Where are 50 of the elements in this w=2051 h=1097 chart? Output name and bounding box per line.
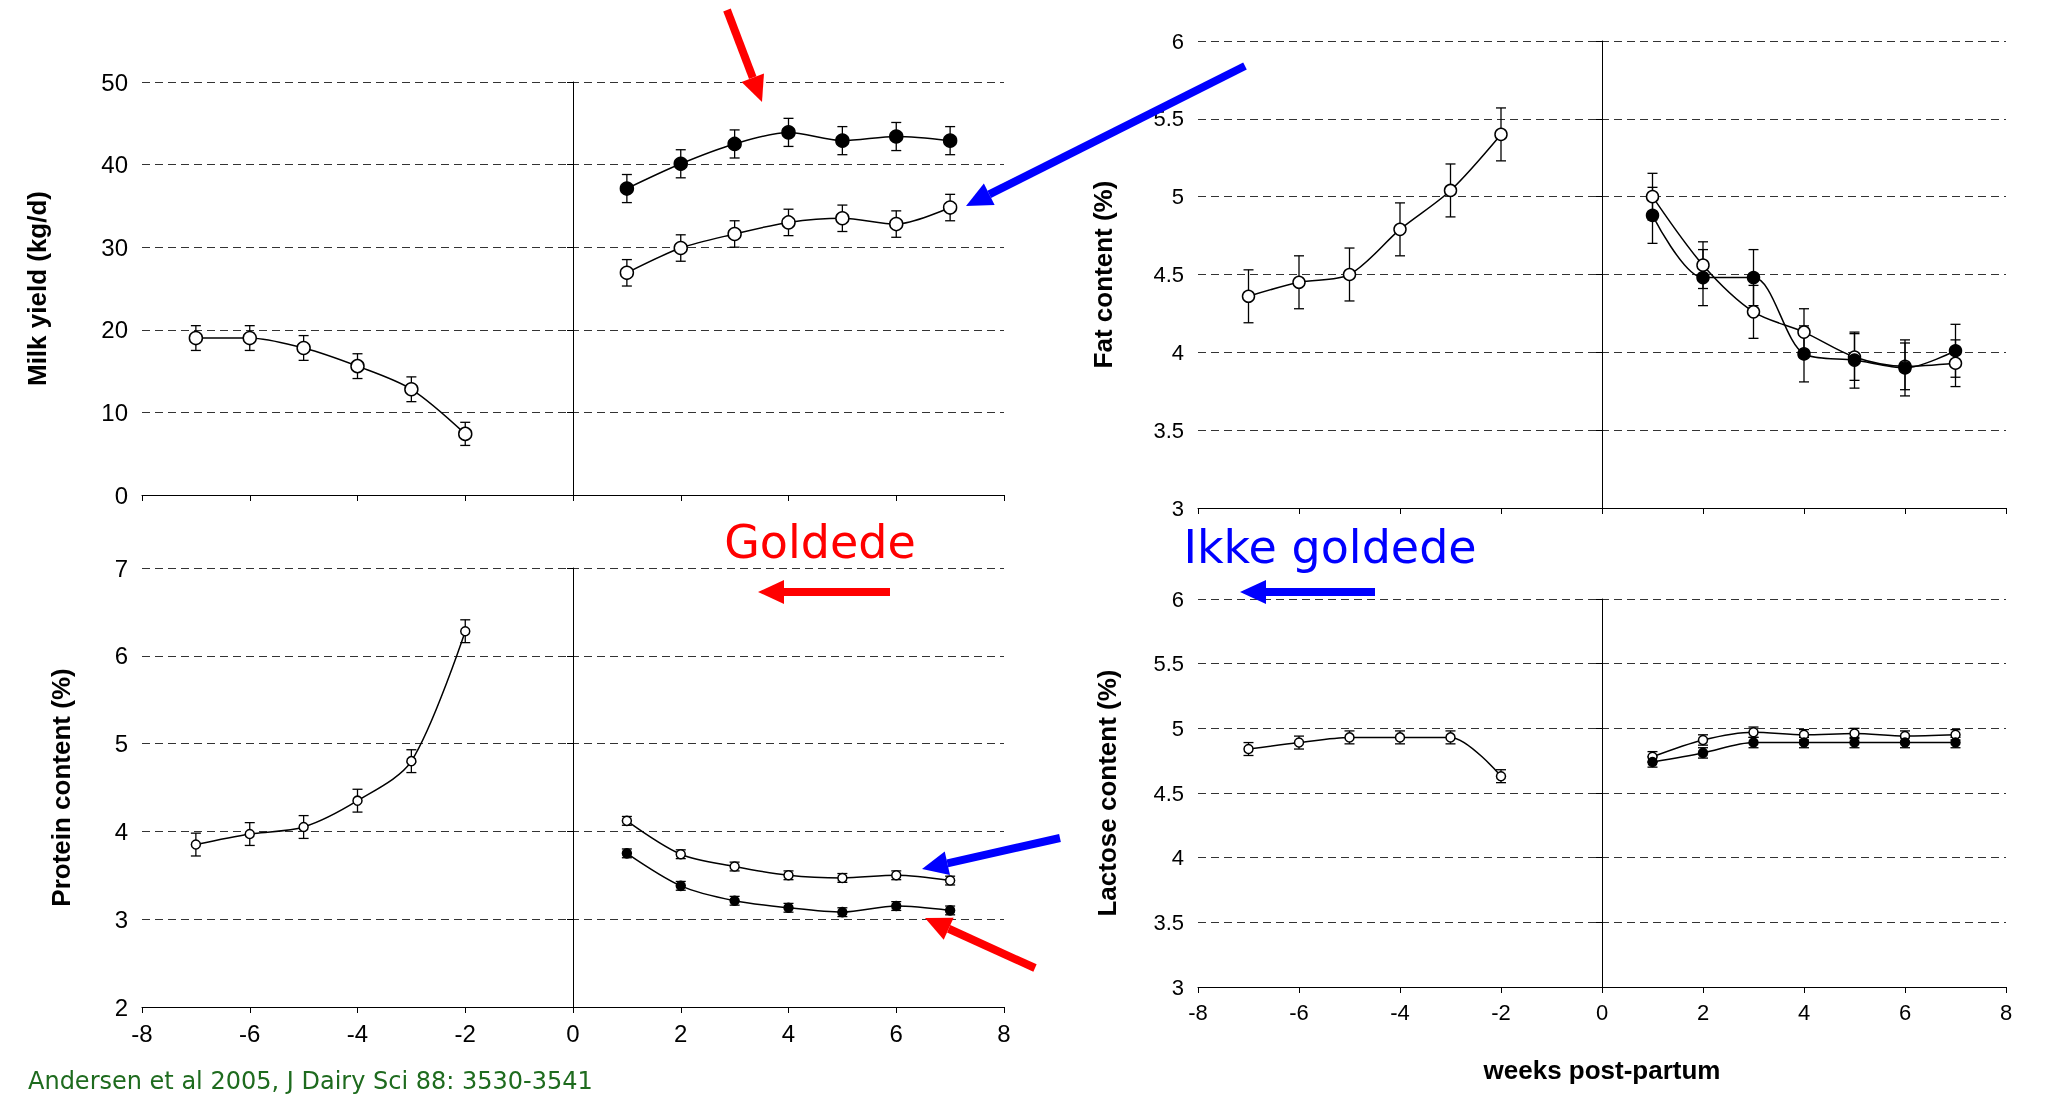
- text: Ikke goldede: [1183, 520, 1477, 574]
- x-tick-label: -6: [239, 1019, 261, 1047]
- y-tick-label: 6: [114, 642, 128, 670]
- x-tick-label: 6: [1898, 999, 1912, 1025]
- x-tick-label: 2: [674, 1019, 688, 1047]
- y-tick-label: 5: [1171, 715, 1184, 741]
- y-tick-label: 40: [101, 151, 128, 179]
- y-tick-label: 3: [1171, 974, 1184, 1000]
- y-tick-label: 3.5: [1153, 417, 1184, 443]
- y-tick-label: 3: [1171, 495, 1184, 521]
- x-tick-label: -2: [454, 1019, 476, 1047]
- y-axis-title: Lactose content (%): [1092, 669, 1122, 917]
- x-tick-label: -8: [131, 1019, 153, 1047]
- x-tick-label: -4: [346, 1019, 369, 1047]
- y-tick-label: 4: [1171, 339, 1184, 365]
- x-tick-label: 0: [566, 1019, 580, 1047]
- x-tick-label: -6: [1289, 999, 1309, 1025]
- y-tick-label: 7: [114, 554, 128, 582]
- y-tick-label: 5.5: [1153, 651, 1184, 677]
- y-tick-label: 4: [1171, 845, 1184, 871]
- x-tick-label: 6: [889, 1019, 903, 1047]
- y-tick-label: 3: [114, 905, 128, 933]
- x-tick-label: 8: [1999, 999, 2013, 1025]
- x-tick-label: 2: [1696, 999, 1710, 1025]
- y-tick-label: 5: [1171, 184, 1184, 210]
- y-axis-title: Fat content (%): [1088, 180, 1118, 369]
- x-tick-label: 8: [997, 1019, 1011, 1047]
- y-tick-label: 3.5: [1153, 909, 1184, 935]
- y-axis-title: Milk yield (kg/d): [22, 190, 52, 387]
- text: Andersen et al 2005, J Dairy Sci 88: 3530-3541: [28, 1067, 593, 1095]
- x-axis-title: weeks post-partum: [1482, 1055, 1721, 1085]
- y-tick-label: 10: [101, 398, 128, 426]
- x-tick-label: -4: [1390, 999, 1410, 1025]
- x-tick-label: -8: [1188, 999, 1208, 1025]
- x-tick-label: 0: [1595, 999, 1609, 1025]
- y-tick-label: 0: [114, 481, 128, 509]
- y-tick-label: 30: [101, 233, 128, 261]
- y-tick-label: 4.5: [1153, 780, 1184, 806]
- y-axis-title: Protein content (%): [46, 668, 76, 907]
- annotation: Goldede: [724, 515, 916, 569]
- y-tick-label: 5: [114, 730, 128, 758]
- x-tick-label: -2: [1491, 999, 1511, 1025]
- y-tick-label: 4: [114, 817, 128, 845]
- y-tick-label: 6: [1171, 28, 1184, 54]
- x-tick-label: 4: [781, 1019, 796, 1047]
- y-tick-label: 50: [101, 68, 128, 96]
- x-tick-label: 4: [1797, 999, 1811, 1025]
- y-tick-label: 6: [1171, 586, 1184, 612]
- y-tick-label: 20: [101, 316, 128, 344]
- y-tick-label: 4.5: [1153, 262, 1184, 287]
